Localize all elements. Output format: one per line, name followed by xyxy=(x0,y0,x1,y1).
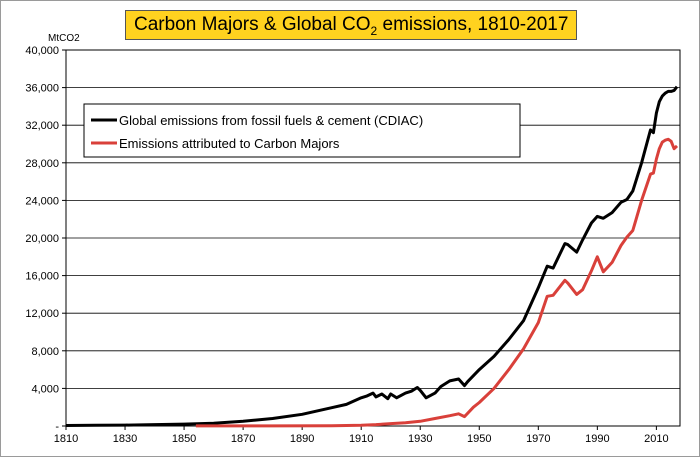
chart-title-suffix: emissions, 1810-2017 xyxy=(377,14,569,35)
x-tick-label: 1830 xyxy=(113,433,137,445)
chart-title-main: Carbon Majors & Global CO xyxy=(134,14,371,35)
x-tick-label: 1850 xyxy=(172,433,196,445)
y-tick-label: 28,000 xyxy=(25,158,59,170)
x-tick-label: 2010 xyxy=(644,433,668,445)
y-tick-label: 36,000 xyxy=(25,83,59,95)
series-line-2 xyxy=(195,137,679,428)
y-axis-unit-label: MtCO2 xyxy=(48,33,80,44)
x-tick-label: 1950 xyxy=(467,433,491,445)
y-tick-label: 4,000 xyxy=(31,383,59,395)
y-tick-label: 16,000 xyxy=(25,271,59,283)
chart-title: Carbon Majors & Global CO2 emissions, 18… xyxy=(125,10,578,40)
x-tick-label: 1970 xyxy=(526,433,550,445)
x-tick-label: 1910 xyxy=(349,433,373,445)
legend-box xyxy=(83,103,521,158)
y-tick-label: 20,000 xyxy=(25,233,59,245)
x-tick-label: 1930 xyxy=(408,433,432,445)
y-tick-label: 40,000 xyxy=(25,45,59,57)
chart-title-subscript: 2 xyxy=(370,23,378,38)
x-tick-label: 1810 xyxy=(54,433,78,445)
y-tick-label: - xyxy=(55,421,59,433)
x-tick-label: 1890 xyxy=(290,433,314,445)
legend-label-2: Emissions attributed to Carbon Majors xyxy=(119,136,340,151)
legend-label-1: Global emissions from fossil fuels & cem… xyxy=(119,113,423,128)
y-tick-label: 32,000 xyxy=(25,120,59,132)
x-tick-label: 1870 xyxy=(231,433,255,445)
x-tick-label: 1990 xyxy=(585,433,609,445)
y-tick-label: 12,000 xyxy=(25,308,59,320)
series-line-1 xyxy=(65,85,679,427)
y-tick-label: 24,000 xyxy=(25,195,59,207)
y-tick-label: 8,000 xyxy=(31,346,59,358)
